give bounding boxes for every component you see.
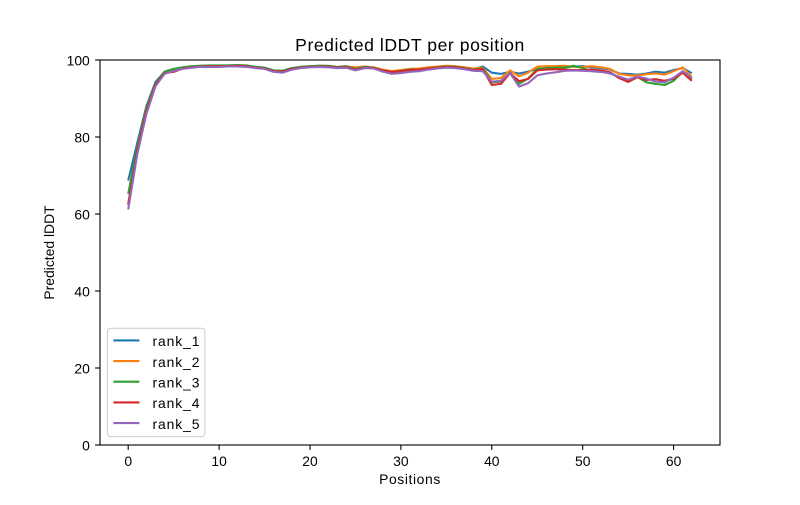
svg-text:Predicted lDDT per position: Predicted lDDT per position	[295, 35, 525, 55]
svg-text:0: 0	[124, 453, 132, 469]
svg-text:rank_3: rank_3	[153, 375, 201, 391]
svg-text:100: 100	[67, 52, 90, 68]
svg-text:60: 60	[666, 453, 682, 469]
svg-text:60: 60	[74, 206, 90, 222]
svg-text:20: 20	[74, 360, 90, 376]
svg-text:50: 50	[575, 453, 591, 469]
svg-text:rank_4: rank_4	[153, 395, 201, 411]
svg-text:20: 20	[302, 453, 318, 469]
svg-text:40: 40	[74, 283, 90, 299]
svg-text:rank_2: rank_2	[153, 354, 201, 370]
svg-text:rank_1: rank_1	[153, 333, 201, 349]
svg-text:40: 40	[484, 453, 500, 469]
svg-text:10: 10	[211, 453, 227, 469]
svg-text:0: 0	[82, 437, 90, 453]
svg-text:rank_5: rank_5	[153, 416, 201, 432]
svg-text:Positions: Positions	[379, 471, 441, 487]
svg-text:Predicted lDDT: Predicted lDDT	[41, 205, 57, 300]
svg-text:80: 80	[74, 129, 90, 145]
svg-text:30: 30	[393, 453, 409, 469]
